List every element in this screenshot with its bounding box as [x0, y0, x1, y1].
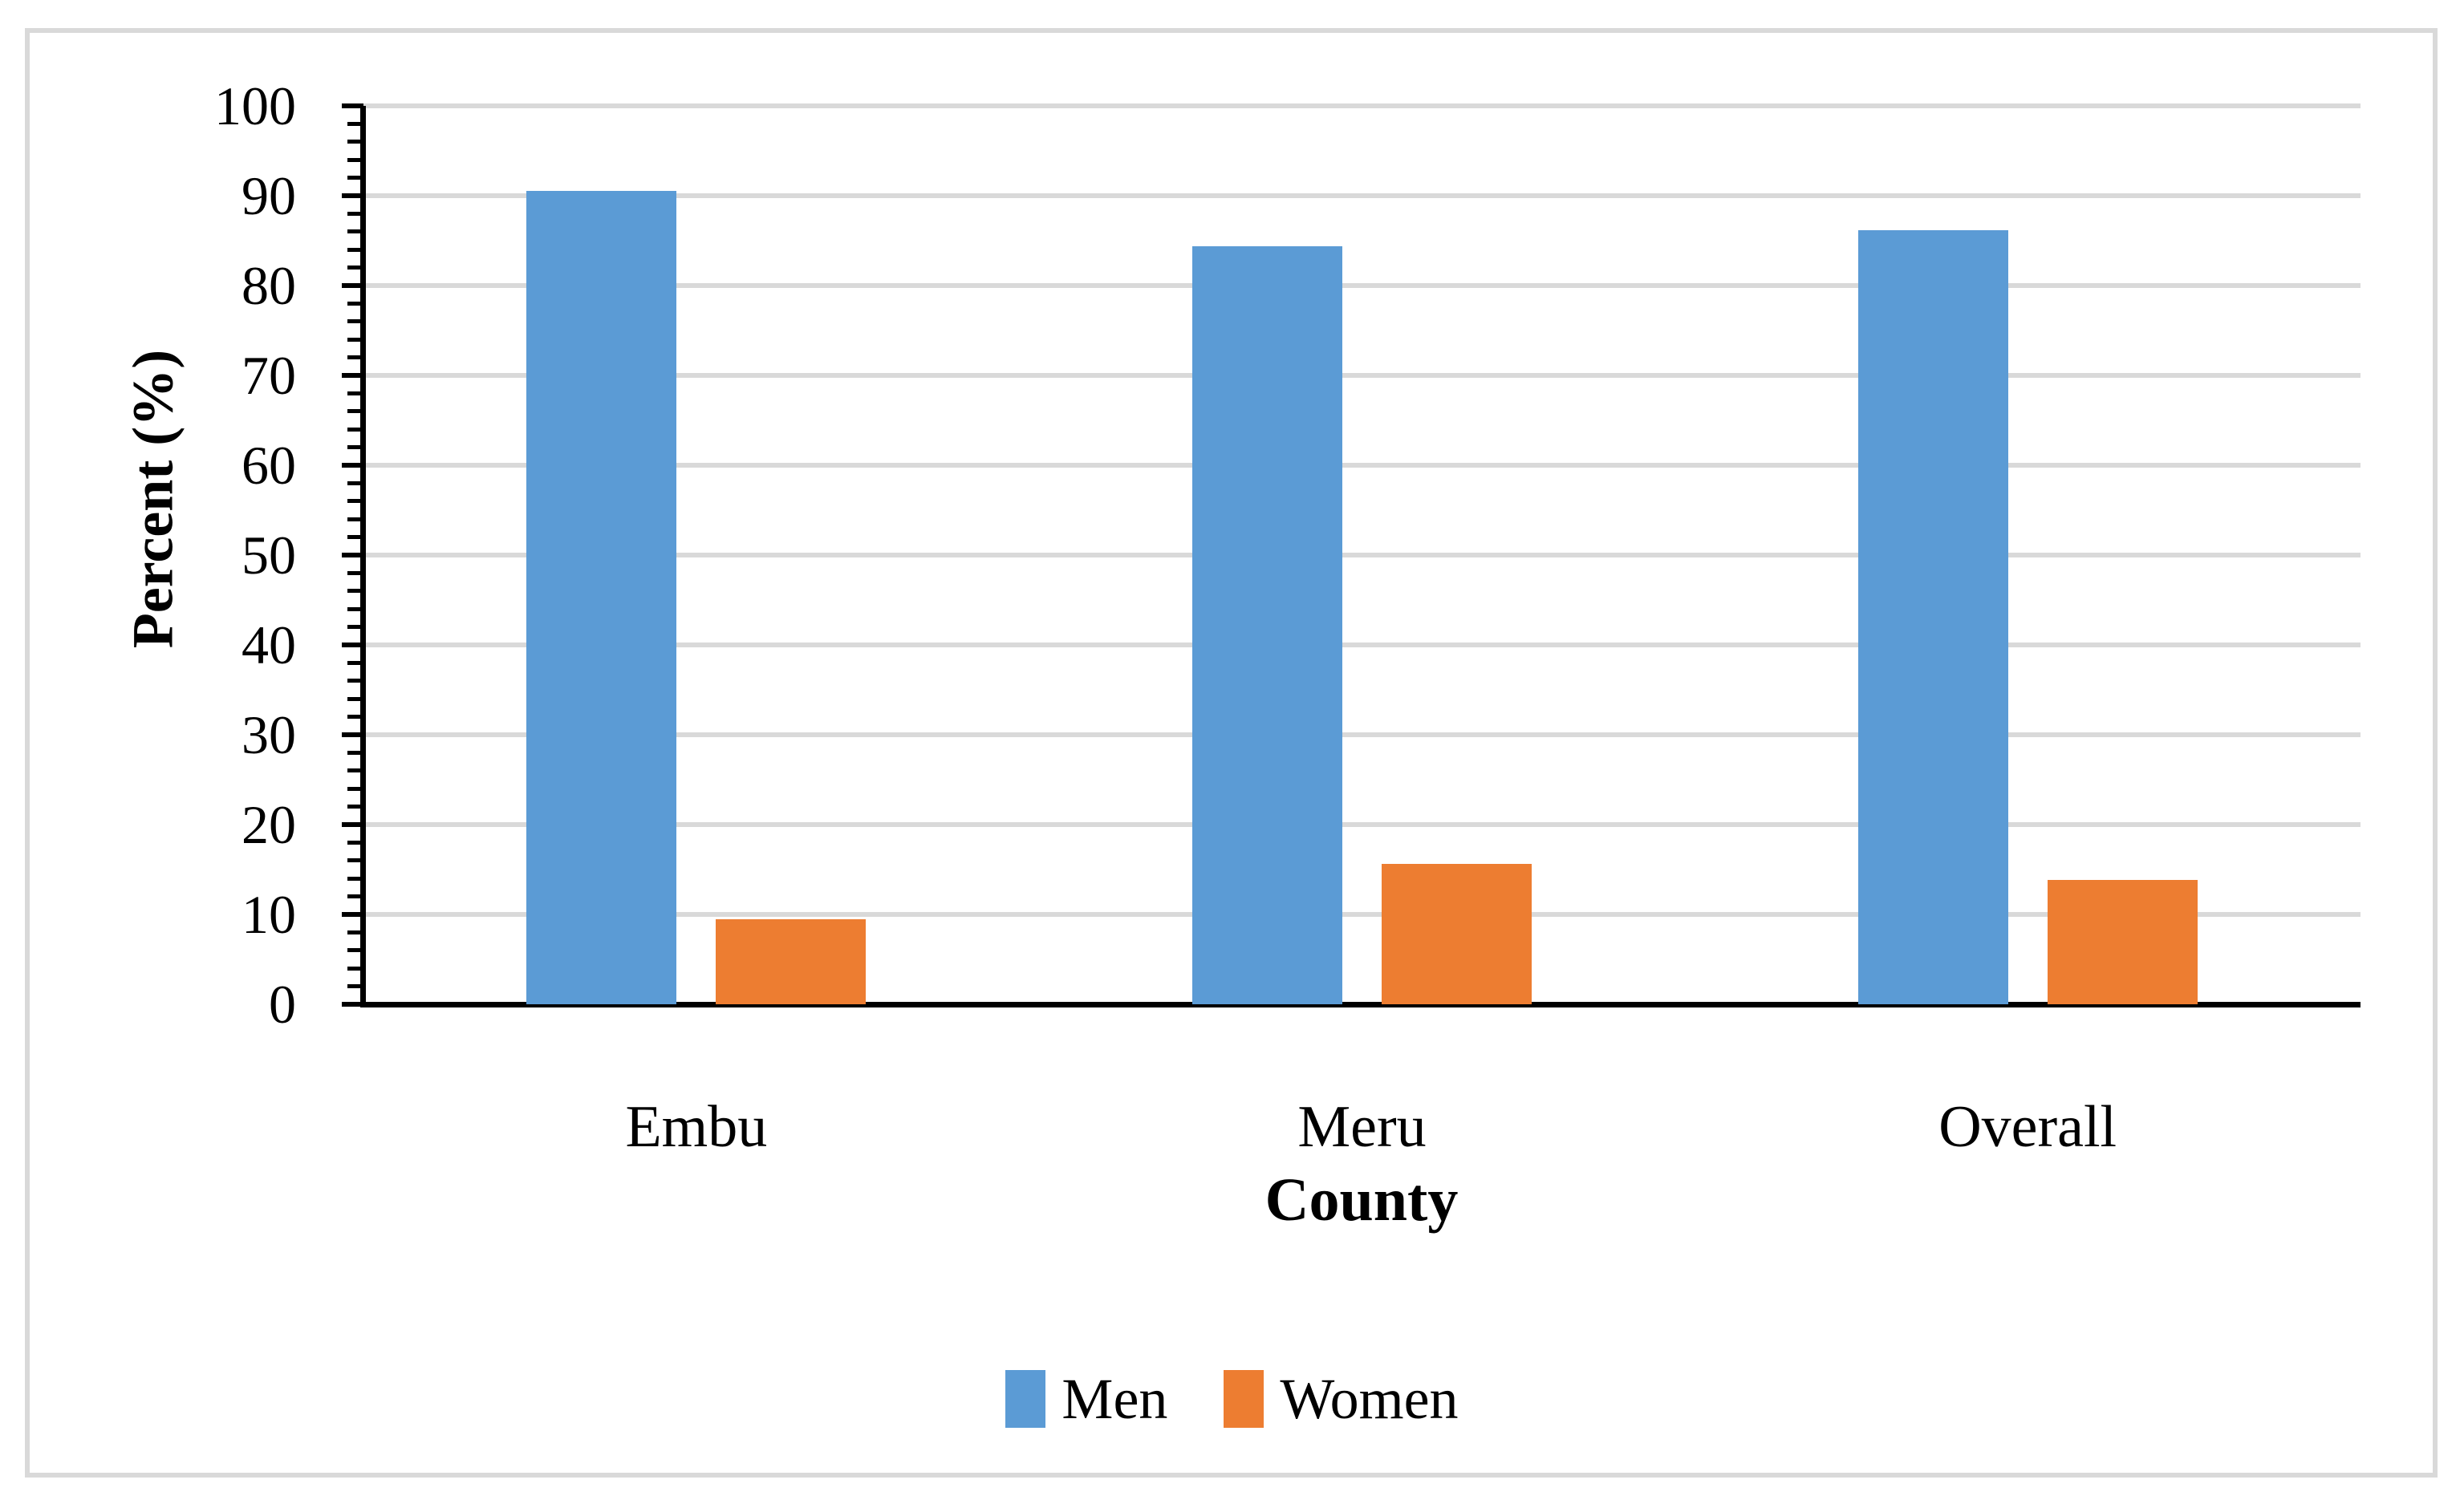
- y-minor-tick: [347, 337, 363, 342]
- y-tick-label: 20: [242, 794, 296, 855]
- figure-border: [25, 28, 2438, 1478]
- legend-label-men: Men: [1062, 1367, 1168, 1431]
- y-minor-tick: [347, 499, 363, 504]
- legend-item-men: Men: [1005, 1370, 1167, 1428]
- y-gridline: [363, 912, 2360, 917]
- legend-item-women: Women: [1224, 1367, 1459, 1431]
- y-gridline: [363, 643, 2360, 647]
- y-minor-tick: [347, 858, 363, 863]
- y-minor-tick: [347, 121, 363, 126]
- y-tick-label: 70: [242, 345, 296, 406]
- y-minor-tick: [347, 876, 363, 881]
- y-gridline: [363, 193, 2360, 198]
- y-minor-tick: [347, 480, 363, 485]
- y-gridline: [363, 283, 2360, 288]
- y-minor-tick: [347, 894, 363, 899]
- y-tick-label: 10: [242, 884, 296, 945]
- y-tick-label: 40: [242, 614, 296, 675]
- x-axis-title: County: [1264, 1166, 1459, 1234]
- y-minor-tick: [347, 840, 363, 845]
- y-minor-tick: [347, 140, 363, 144]
- y-tick-label: 50: [242, 525, 296, 586]
- y-minor-tick: [347, 157, 363, 162]
- y-major-tick: [342, 283, 363, 288]
- y-minor-tick: [347, 589, 363, 594]
- bar-women-embu: [716, 918, 867, 1004]
- legend-swatch-men-icon: [1005, 1370, 1046, 1428]
- y-minor-tick: [347, 427, 363, 432]
- y-minor-tick: [347, 355, 363, 360]
- y-major-tick: [342, 732, 363, 737]
- y-minor-tick: [347, 229, 363, 234]
- y-minor-tick: [347, 625, 363, 630]
- y-tick-label: 0: [269, 974, 296, 1035]
- x-category-label: Meru: [1297, 1094, 1427, 1160]
- y-major-tick: [342, 912, 363, 917]
- bar-men-embu: [526, 191, 677, 1004]
- y-minor-tick: [347, 966, 363, 971]
- bar-men-overall: [1857, 229, 2008, 1004]
- y-minor-tick: [347, 409, 363, 414]
- y-gridline: [363, 732, 2360, 737]
- x-category-label: Overall: [1938, 1094, 2117, 1160]
- y-gridline: [363, 463, 2360, 468]
- y-axis-line: [360, 106, 366, 1007]
- y-minor-tick: [347, 301, 363, 306]
- y-minor-tick: [347, 606, 363, 611]
- x-axis-line: [360, 1002, 2360, 1007]
- y-minor-tick: [347, 786, 363, 791]
- legend-swatch-women-icon: [1224, 1370, 1264, 1428]
- y-minor-tick: [347, 768, 363, 773]
- y-axis-title: Percent (%): [120, 349, 185, 649]
- y-minor-tick: [347, 805, 363, 809]
- y-tick-label: 90: [242, 165, 296, 226]
- bar-men-meru: [1192, 245, 1342, 1004]
- y-minor-tick: [347, 948, 363, 953]
- y-gridline: [363, 373, 2360, 378]
- legend-label-women: Women: [1280, 1367, 1459, 1431]
- y-major-tick: [342, 822, 363, 827]
- y-minor-tick: [347, 715, 363, 720]
- y-major-tick: [342, 103, 363, 108]
- bar-women-overall: [2047, 880, 2198, 1004]
- y-minor-tick: [347, 211, 363, 216]
- y-gridline: [363, 822, 2360, 827]
- y-major-tick: [342, 193, 363, 198]
- y-major-tick: [342, 1002, 363, 1007]
- y-minor-tick: [347, 696, 363, 701]
- y-minor-tick: [347, 445, 363, 450]
- y-minor-tick: [347, 176, 363, 180]
- y-minor-tick: [347, 660, 363, 665]
- y-major-tick: [342, 643, 363, 647]
- y-minor-tick: [347, 319, 363, 324]
- y-gridline: [363, 103, 2360, 108]
- bar-women-meru: [1382, 864, 1532, 1004]
- y-tick-label: 80: [242, 255, 296, 316]
- y-tick-label: 60: [242, 435, 296, 496]
- y-minor-tick: [347, 750, 363, 755]
- y-minor-tick: [347, 266, 363, 270]
- y-minor-tick: [347, 679, 363, 683]
- y-minor-tick: [347, 391, 363, 395]
- y-major-tick: [342, 553, 363, 557]
- legend: Men Women: [0, 1370, 2464, 1428]
- y-minor-tick: [347, 247, 363, 252]
- x-category-label: Embu: [625, 1094, 768, 1160]
- y-major-tick: [342, 463, 363, 468]
- y-minor-tick: [347, 570, 363, 575]
- y-major-tick: [342, 373, 363, 378]
- y-tick-label: 30: [242, 704, 296, 765]
- y-gridline: [363, 553, 2360, 557]
- y-minor-tick: [347, 984, 363, 989]
- y-minor-tick: [347, 535, 363, 540]
- y-tick-label: 100: [214, 75, 296, 136]
- y-minor-tick: [347, 517, 363, 521]
- y-minor-tick: [347, 930, 363, 934]
